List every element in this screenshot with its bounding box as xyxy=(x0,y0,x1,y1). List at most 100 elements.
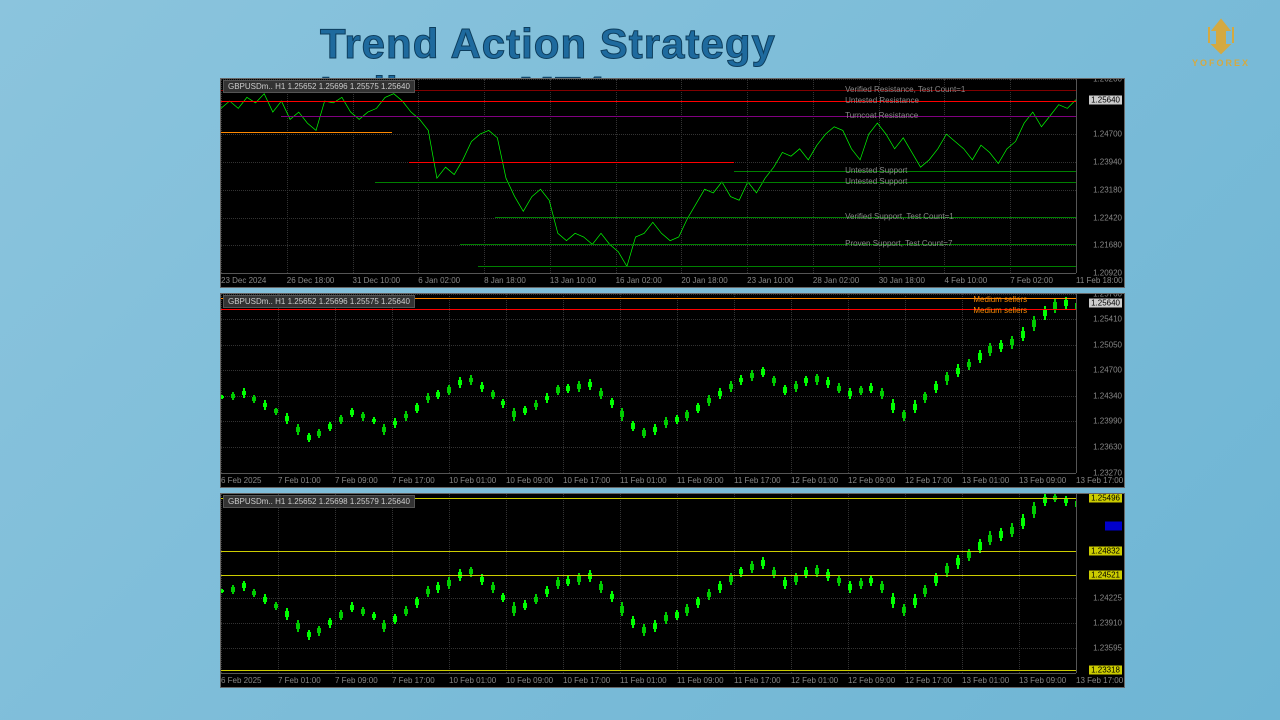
x-tick: 7 Feb 09:00 xyxy=(335,676,378,685)
x-tick: 13 Feb 01:00 xyxy=(962,476,1009,485)
y-tick: 1.25640 xyxy=(1089,298,1122,307)
x-tick: 7 Feb 17:00 xyxy=(392,676,435,685)
x-tick: 13 Jan 10:00 xyxy=(550,276,596,285)
x-tick: 23 Dec 2024 xyxy=(221,276,266,285)
indicator-line xyxy=(409,162,734,163)
indicator-line xyxy=(375,182,1076,183)
y-tick: 1.24340 xyxy=(1093,392,1122,401)
y-tick: 1.25410 xyxy=(1093,315,1122,324)
x-tick: 20 Jan 18:00 xyxy=(681,276,727,285)
charts-container: GBPUSDm.. H1 1.25652 1.25696 1.25575 1.2… xyxy=(220,78,1125,693)
x-tick: 10 Feb 01:00 xyxy=(449,676,496,685)
indicator-line xyxy=(221,101,1076,102)
y-tick: 1.23990 xyxy=(1093,417,1122,426)
x-tick: 10 Feb 01:00 xyxy=(449,476,496,485)
x-tick: 7 Feb 09:00 xyxy=(335,476,378,485)
x-tick: 16 Jan 02:00 xyxy=(616,276,662,285)
x-tick: 31 Dec 10:00 xyxy=(353,276,401,285)
y-tick: 1.23180 xyxy=(1093,185,1122,194)
y-axis: 1.257601.256401.254101.250501.247001.243… xyxy=(1076,294,1124,473)
y-tick: 1.25640 xyxy=(1089,95,1122,104)
chart-label: Medium sellers xyxy=(973,306,1027,315)
x-tick: 26 Dec 18:00 xyxy=(287,276,335,285)
chart-3: GBPUSDm.. H1 1.25652 1.25698 1.25579 1.2… xyxy=(220,493,1125,688)
plot-area: Verified Resistance, Test Count=1 Unteste… xyxy=(221,79,1076,273)
y-tick: 1.25050 xyxy=(1093,341,1122,350)
x-tick: 13 Feb 17:00 xyxy=(1076,676,1123,685)
x-axis: 6 Feb 20257 Feb 01:007 Feb 09:007 Feb 17… xyxy=(221,473,1076,487)
y-tick: 1.23910 xyxy=(1093,619,1122,628)
x-tick: 6 Jan 02:00 xyxy=(418,276,460,285)
y-tick: 1.24521 xyxy=(1089,571,1122,580)
x-tick: 7 Feb 17:00 xyxy=(392,476,435,485)
plot-area xyxy=(221,494,1076,673)
x-tick: 6 Feb 2025 xyxy=(221,476,261,485)
x-tick: 11 Feb 01:00 xyxy=(620,676,667,685)
y-tick: 1.23595 xyxy=(1093,644,1122,653)
y-tick: 1.20920 xyxy=(1093,269,1122,278)
indicator-label: Untested Support xyxy=(845,166,907,175)
chart-1: GBPUSDm.. H1 1.25652 1.25696 1.25575 1.2… xyxy=(220,78,1125,288)
y-tick: 1.23318 xyxy=(1089,666,1122,675)
indicator-line xyxy=(221,670,1076,671)
x-tick: 11 Feb 17:00 xyxy=(734,476,781,485)
chart-2: GBPUSDm.. H1 1.25652 1.25696 1.25575 1.2… xyxy=(220,293,1125,488)
y-tick: 1.22420 xyxy=(1093,213,1122,222)
x-tick: 10 Feb 17:00 xyxy=(563,676,610,685)
logo-icon xyxy=(1201,15,1241,55)
y-tick xyxy=(1105,521,1122,530)
x-tick: 11 Feb 09:00 xyxy=(677,476,724,485)
x-tick: 12 Feb 01:00 xyxy=(791,676,838,685)
x-axis: 23 Dec 2024 26 Dec 18:00 31 Dec 10:00 6 Jan… xyxy=(221,273,1076,287)
indicator-line xyxy=(495,217,1076,218)
y-tick: 1.24225 xyxy=(1093,594,1122,603)
indicator-label: Untested Resistance xyxy=(845,96,919,105)
plot-area: Medium sellers Medium sellers xyxy=(221,294,1076,473)
indicator-line xyxy=(478,266,1077,267)
y-tick: 1.23270 xyxy=(1093,469,1122,478)
x-tick: 11 Feb 17:00 xyxy=(734,676,781,685)
x-axis: 6 Feb 20257 Feb 01:007 Feb 09:007 Feb 17… xyxy=(221,673,1076,687)
y-axis: 1.26200 1.25640 1.24700 1.23940 1.23180 1.224… xyxy=(1076,79,1124,273)
x-tick: 12 Feb 09:00 xyxy=(848,676,895,685)
x-tick: 12 Feb 17:00 xyxy=(905,676,952,685)
x-tick: 11 Feb 09:00 xyxy=(677,676,724,685)
chart-label: Medium sellers xyxy=(973,295,1027,304)
indicator-label: Verified Resistance, Test Count=1 xyxy=(845,85,965,94)
indicator-label: Verified Support, Test Count=1 xyxy=(845,212,954,221)
logo: YOFOREX xyxy=(1192,15,1250,68)
x-tick: 13 Feb 09:00 xyxy=(1019,476,1066,485)
indicator-line xyxy=(460,244,1076,245)
indicator-label: Untested Support xyxy=(845,177,907,186)
x-tick: 10 Feb 09:00 xyxy=(506,476,553,485)
y-tick: 1.23630 xyxy=(1093,443,1122,452)
x-tick: 13 Feb 09:00 xyxy=(1019,676,1066,685)
indicator-line xyxy=(221,551,1076,552)
x-tick: 8 Jan 18:00 xyxy=(484,276,526,285)
indicator-label: Turncoat Resistance xyxy=(845,111,918,120)
x-tick: 6 Feb 2025 xyxy=(221,676,261,685)
x-tick: 12 Feb 09:00 xyxy=(848,476,895,485)
y-axis: 1.25496 1.248321.245211.242251.239101.23… xyxy=(1076,494,1124,673)
y-tick: 1.26200 xyxy=(1093,78,1122,84)
indicator-label: Proven Support, Test Count=7 xyxy=(845,239,952,248)
x-tick: 11 Feb 01:00 xyxy=(620,476,667,485)
x-tick: 10 Feb 09:00 xyxy=(506,676,553,685)
x-tick: 28 Jan 02:00 xyxy=(813,276,859,285)
x-tick: 4 Feb 10:00 xyxy=(944,276,987,285)
x-tick: 30 Jan 18:00 xyxy=(879,276,925,285)
y-tick: 1.24700 xyxy=(1093,366,1122,375)
indicator-line xyxy=(221,309,1076,310)
indicator-line xyxy=(221,575,1076,576)
indicator-line xyxy=(221,132,392,133)
x-tick: 7 Feb 02:00 xyxy=(1010,276,1053,285)
y-tick: 1.25496 xyxy=(1089,494,1122,503)
indicator-line xyxy=(281,116,1076,117)
chart-header: GBPUSDm.. H1 1.25652 1.25696 1.25575 1.2… xyxy=(223,80,415,93)
y-tick: 1.24700 xyxy=(1093,130,1122,139)
chart-header: GBPUSDm.. H1 1.25652 1.25698 1.25579 1.2… xyxy=(223,495,415,508)
x-tick: 23 Jan 10:00 xyxy=(747,276,793,285)
y-tick: 1.23940 xyxy=(1093,158,1122,167)
x-tick: 10 Feb 17:00 xyxy=(563,476,610,485)
logo-text: YOFOREX xyxy=(1192,58,1250,68)
